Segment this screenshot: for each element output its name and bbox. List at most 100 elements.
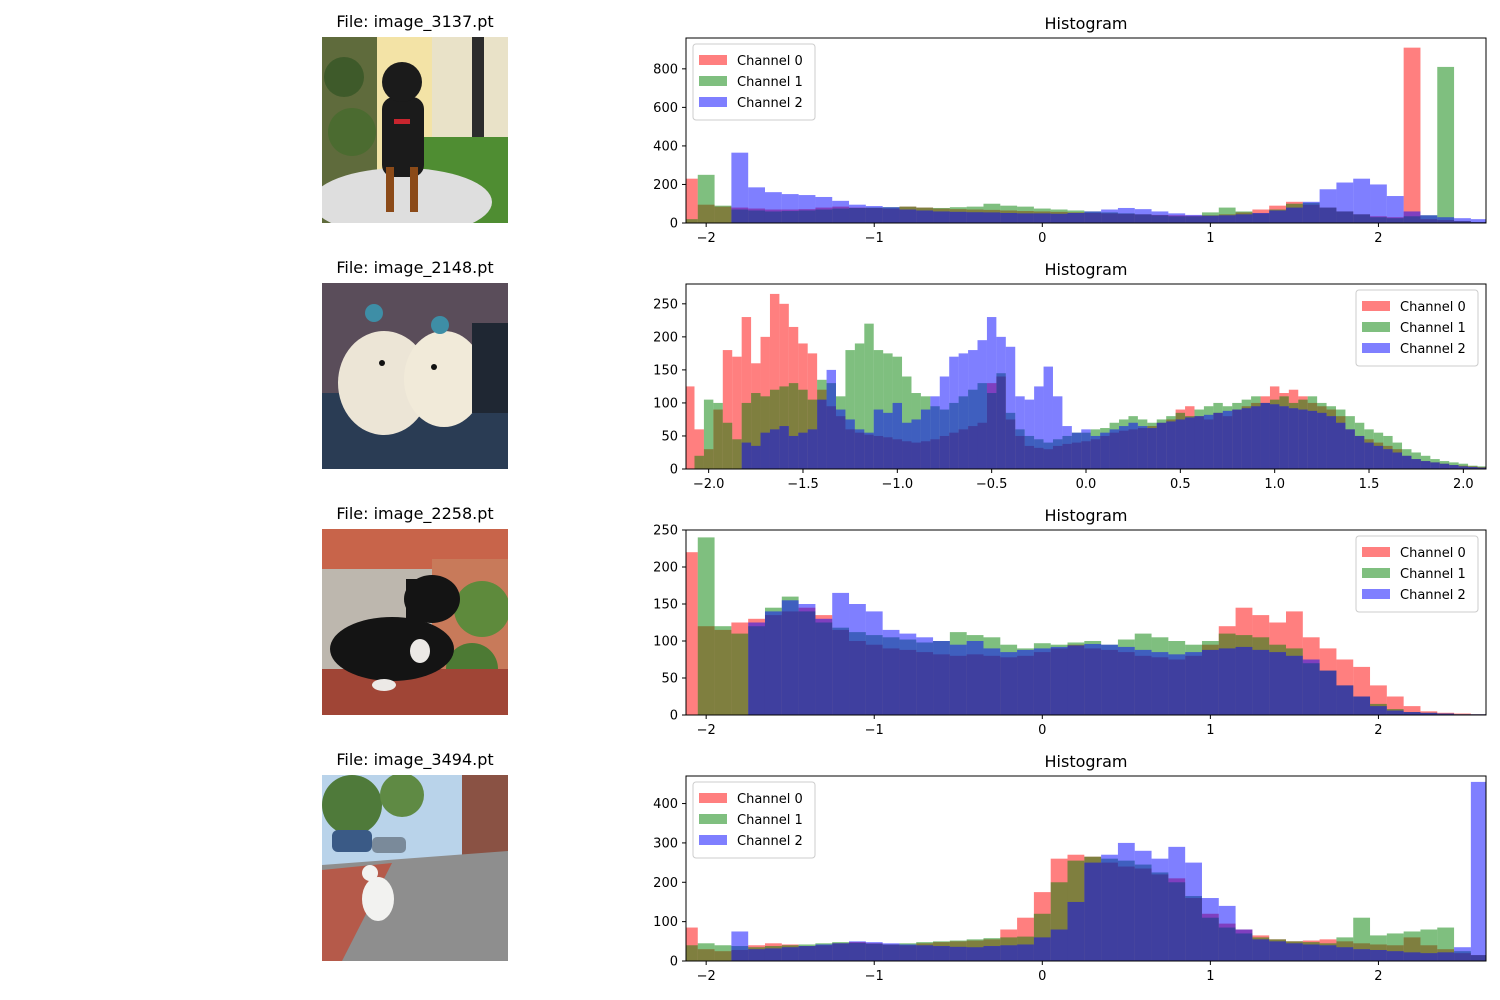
- histogram-bar: [741, 402, 752, 469]
- histogram-bar: [832, 943, 850, 961]
- histogram-bar: [949, 946, 967, 961]
- histogram-bar: [1015, 396, 1025, 469]
- histogram-bar: [1017, 213, 1034, 223]
- histogram-bar: [748, 622, 765, 715]
- legend-entry: Channel 2: [1400, 588, 1466, 603]
- histogram-bar: [1402, 455, 1412, 469]
- histogram-bar: [1420, 461, 1431, 469]
- histogram-bar: [741, 317, 752, 469]
- histogram-bar: [798, 604, 816, 715]
- histogram-bar: [845, 350, 855, 469]
- histogram-bar: [1033, 213, 1051, 223]
- file-title: File: image_3494.pt: [336, 750, 494, 769]
- histogram-bar: [686, 927, 698, 961]
- histogram-bar: [1403, 706, 1421, 715]
- histogram-bar: [1175, 419, 1186, 469]
- x-tick-label: −2: [697, 723, 716, 738]
- histogram-bar: [1005, 346, 1016, 469]
- histogram-bar: [1286, 943, 1303, 961]
- histogram-bar: [1000, 945, 1018, 961]
- histogram-bar: [1050, 213, 1068, 223]
- histogram-bar: [1336, 685, 1354, 715]
- histogram-bar: [1034, 386, 1044, 469]
- y-tick-label: 300: [653, 836, 678, 851]
- histogram-bar: [983, 212, 1001, 223]
- histogram-bar: [815, 944, 833, 961]
- histogram-bar: [798, 195, 816, 223]
- y-tick-label: 250: [653, 524, 678, 539]
- histogram-bar: [1319, 670, 1337, 715]
- histogram-bar: [882, 207, 900, 223]
- histogram-bar: [1168, 846, 1186, 961]
- histogram-bar: [764, 948, 782, 961]
- y-tick-label: 200: [653, 178, 678, 193]
- histogram-bar: [1470, 219, 1486, 223]
- legend-swatch: [1362, 568, 1390, 578]
- histogram-bar: [892, 402, 903, 469]
- histogram-bar: [1411, 459, 1421, 469]
- histogram-bar: [1353, 949, 1371, 961]
- histogram-bar: [1420, 929, 1438, 961]
- histogram-bar: [1071, 432, 1082, 469]
- histogram-bar: [1353, 696, 1371, 715]
- x-tick-label: 0: [1038, 723, 1046, 738]
- histogram-bar: [1252, 649, 1270, 715]
- histogram-bar: [686, 386, 695, 469]
- black-dog-photo-icon: [322, 529, 508, 715]
- histogram-bar: [865, 611, 883, 715]
- histogram-bar: [781, 600, 799, 715]
- white-dog-on-street-photo-icon: [322, 775, 508, 961]
- y-tick-label: 400: [653, 139, 678, 154]
- histogram-bar: [815, 196, 833, 223]
- histogram-bar: [1043, 366, 1053, 469]
- histogram-bar: [1269, 941, 1286, 961]
- histogram-bar: [713, 402, 723, 469]
- y-tick-label: 600: [653, 101, 678, 116]
- histogram-bar: [1403, 712, 1421, 715]
- histogram-bar: [1370, 706, 1387, 715]
- y-tick-label: 250: [653, 297, 678, 312]
- histogram-bar: [916, 945, 934, 961]
- histogram-bar: [1386, 951, 1404, 961]
- histogram-bar: [781, 194, 799, 223]
- histogram-bar: [920, 409, 931, 469]
- histogram-bar: [798, 432, 808, 469]
- histogram-bar: [1403, 952, 1421, 961]
- histogram-bar: [939, 376, 950, 469]
- histogram-bar: [865, 206, 883, 223]
- y-tick-label: 150: [653, 363, 678, 378]
- histogram-bar: [1101, 854, 1118, 961]
- histogram-bar: [836, 409, 846, 469]
- x-tick-label: 1.0: [1264, 477, 1285, 492]
- x-tick-label: 2: [1374, 969, 1382, 984]
- legend-swatch: [1362, 547, 1390, 557]
- histogram-bar: [1403, 211, 1421, 223]
- chart-title: Histogram: [1045, 506, 1128, 525]
- histogram-bar: [1437, 952, 1455, 961]
- histogram-bar: [1067, 645, 1085, 715]
- histogram-bar: [882, 629, 900, 715]
- histogram-bar: [902, 422, 912, 469]
- histogram-bar: [1101, 209, 1118, 223]
- histogram-bar: [1168, 213, 1186, 223]
- histogram-bar: [732, 356, 742, 469]
- histogram-bar: [686, 178, 698, 223]
- histogram-bar: [1117, 842, 1135, 961]
- legend-entry: Channel 1: [1400, 567, 1466, 582]
- y-tick-label: 200: [653, 330, 678, 345]
- x-tick-label: 2: [1374, 723, 1382, 738]
- histogram-bar: [849, 941, 866, 961]
- x-tick-label: −1: [865, 231, 884, 246]
- histogram-bar: [930, 396, 940, 469]
- histogram-bar: [1420, 953, 1438, 961]
- histogram-bar: [849, 204, 866, 223]
- histogram-bar: [1084, 862, 1102, 961]
- histogram-bar: [1373, 445, 1384, 469]
- legend: Channel 0 Channel 1 Channel 2: [1355, 535, 1479, 613]
- histogram-bar: [1286, 207, 1303, 223]
- legend-swatch: [699, 55, 727, 65]
- legend-entry: Channel 0: [1400, 300, 1466, 315]
- x-tick-label: 1: [1206, 969, 1214, 984]
- histogram-bar: [1050, 929, 1068, 961]
- chart-title: Histogram: [1045, 752, 1128, 771]
